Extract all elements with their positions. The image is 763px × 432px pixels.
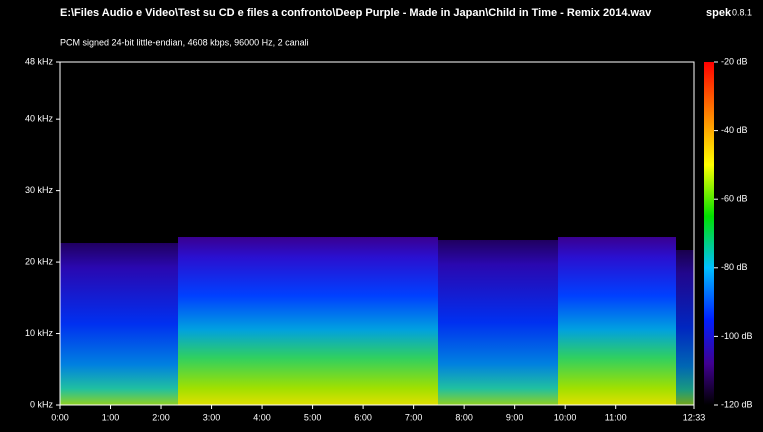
plot-frame bbox=[59, 61, 695, 406]
colorbar-tick-label: -80 dB bbox=[721, 262, 748, 272]
y-tick-label: 40 kHz bbox=[25, 114, 54, 124]
stream-info: PCM signed 24-bit little-endian, 4608 kb… bbox=[60, 37, 309, 47]
x-tick-label: 8:00 bbox=[455, 412, 473, 422]
spectrogram bbox=[59, 61, 695, 406]
app-name: spek bbox=[706, 7, 732, 19]
colorbar-tick-label: -40 dB bbox=[721, 125, 748, 135]
x-tick-label: 9:00 bbox=[506, 412, 524, 422]
colorbar-tick-label: -60 dB bbox=[721, 194, 748, 204]
spectrum-region bbox=[178, 237, 438, 405]
y-tick-label: 48 kHz bbox=[25, 56, 54, 66]
y-tick-label: 10 kHz bbox=[25, 328, 54, 338]
x-tick-label: 3:00 bbox=[203, 412, 221, 422]
file-path-title: E:\Files Audio e Video\Test su CD e file… bbox=[60, 7, 652, 19]
y-tick-label: 0 kHz bbox=[30, 399, 54, 409]
colorbar-tick-label: -100 dB bbox=[721, 331, 753, 341]
x-tick-label: 5:00 bbox=[304, 412, 322, 422]
x-tick-label: 6:00 bbox=[354, 412, 372, 422]
colorbar-tick-label: -20 dB bbox=[721, 56, 748, 66]
x-tick-label: 12:33 bbox=[683, 412, 706, 422]
spectrum-region bbox=[676, 250, 694, 405]
y-tick-label: 20 kHz bbox=[25, 256, 54, 266]
spectrum-region bbox=[558, 237, 676, 405]
y-tick-label: 30 kHz bbox=[25, 185, 54, 195]
colorbar bbox=[704, 62, 714, 405]
app-version: 0.8.1 bbox=[732, 7, 752, 17]
x-tick-label: 1:00 bbox=[102, 412, 120, 422]
x-tick-label: 2:00 bbox=[152, 412, 170, 422]
colorbar-tick-label: -120 dB bbox=[721, 399, 753, 409]
x-tick-label: 7:00 bbox=[405, 412, 423, 422]
spectrum-region bbox=[60, 243, 178, 405]
x-tick-label: 10:00 bbox=[554, 412, 577, 422]
x-tick-label: 0:00 bbox=[51, 412, 69, 422]
x-tick-label: 4:00 bbox=[253, 412, 271, 422]
spectrum-region bbox=[438, 240, 558, 405]
x-tick-label: 11:00 bbox=[605, 412, 627, 422]
